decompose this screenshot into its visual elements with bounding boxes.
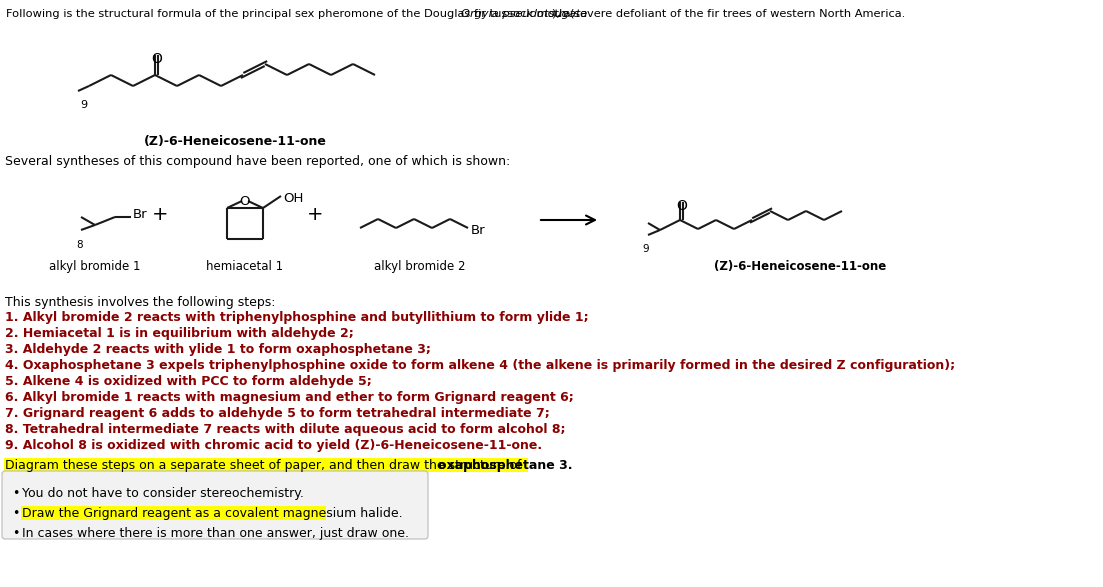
Text: (Z)-6-Heneicosene-11-one: (Z)-6-Heneicosene-11-one bbox=[143, 135, 326, 148]
Text: alkyl bromide 2: alkyl bromide 2 bbox=[374, 260, 465, 273]
Text: Br: Br bbox=[133, 208, 148, 221]
Text: +: + bbox=[152, 205, 169, 224]
Text: alkyl bromide 1: alkyl bromide 1 bbox=[50, 260, 141, 273]
Text: •: • bbox=[12, 487, 20, 500]
Text: Br: Br bbox=[471, 224, 485, 237]
Text: hemiacetal 1: hemiacetal 1 bbox=[206, 260, 283, 273]
Bar bbox=[4, 458, 528, 472]
Text: O: O bbox=[239, 195, 250, 208]
Text: +: + bbox=[307, 205, 323, 224]
Text: In cases where there is more than one answer, just draw one.: In cases where there is more than one an… bbox=[22, 527, 409, 540]
Text: Orgyia pseudotsugata: Orgyia pseudotsugata bbox=[461, 9, 587, 19]
Text: Draw the Grignard reagent as a covalent magnesium halide.: Draw the Grignard reagent as a covalent … bbox=[22, 507, 403, 520]
Text: You do not have to consider stereochemistry.: You do not have to consider stereochemis… bbox=[22, 487, 303, 500]
Text: 7. Grignard reagent 6 adds to aldehyde 5 to form tetrahedral intermediate 7;: 7. Grignard reagent 6 adds to aldehyde 5… bbox=[6, 407, 549, 420]
Text: (Z)-6-Heneicosene-11-one: (Z)-6-Heneicosene-11-one bbox=[714, 260, 886, 273]
Text: Several syntheses of this compound have been reported, one of which is shown:: Several syntheses of this compound have … bbox=[6, 155, 511, 168]
Text: 9: 9 bbox=[643, 244, 650, 254]
Text: oxaphosphetane 3.: oxaphosphetane 3. bbox=[438, 459, 572, 472]
Text: 2. Hemiacetal 1 is in equilibrium with aldehyde 2;: 2. Hemiacetal 1 is in equilibrium with a… bbox=[6, 327, 354, 340]
Text: •: • bbox=[12, 507, 20, 520]
Text: 8: 8 bbox=[77, 240, 84, 250]
Text: 6. Alkyl bromide 1 reacts with magnesium and ether to form Grignard reagent 6;: 6. Alkyl bromide 1 reacts with magnesium… bbox=[6, 391, 574, 404]
Text: 9: 9 bbox=[81, 100, 87, 110]
Text: 1. Alkyl bromide 2 reacts with triphenylphosphine and butyllithium to form ylide: 1. Alkyl bromide 2 reacts with triphenyl… bbox=[6, 311, 589, 324]
Text: 3. Aldehyde 2 reacts with ylide 1 to form oxaphosphetane 3;: 3. Aldehyde 2 reacts with ylide 1 to for… bbox=[6, 343, 431, 356]
Text: O: O bbox=[676, 199, 687, 213]
Text: O: O bbox=[151, 52, 162, 66]
FancyBboxPatch shape bbox=[2, 471, 428, 539]
Text: 5. Alkene 4 is oxidized with PCC to form aldehyde 5;: 5. Alkene 4 is oxidized with PCC to form… bbox=[6, 375, 372, 388]
Bar bbox=[21, 506, 326, 520]
Text: 8. Tetrahedral intermediate 7 reacts with dilute aqueous acid to form alcohol 8;: 8. Tetrahedral intermediate 7 reacts wit… bbox=[6, 423, 566, 436]
Text: ), a severe defoliant of the fir trees of western North America.: ), a severe defoliant of the fir trees o… bbox=[552, 9, 904, 19]
Text: Diagram these steps on a separate sheet of paper, and then draw the structure of: Diagram these steps on a separate sheet … bbox=[6, 459, 525, 472]
Text: 9. Alcohol 8 is oxidized with chromic acid to yield (Z)-6-Heneicosene-11-one.: 9. Alcohol 8 is oxidized with chromic ac… bbox=[6, 439, 543, 452]
Text: •: • bbox=[12, 527, 20, 540]
Text: Following is the structural formula of the principal sex pheromone of the Dougla: Following is the structural formula of t… bbox=[6, 9, 574, 19]
Text: This synthesis involves the following steps:: This synthesis involves the following st… bbox=[6, 296, 276, 309]
Text: 4. Oxaphosphetane 3 expels triphenylphosphine oxide to form alkene 4 (the alkene: 4. Oxaphosphetane 3 expels triphenylphos… bbox=[6, 359, 955, 372]
Text: OH: OH bbox=[283, 191, 303, 204]
